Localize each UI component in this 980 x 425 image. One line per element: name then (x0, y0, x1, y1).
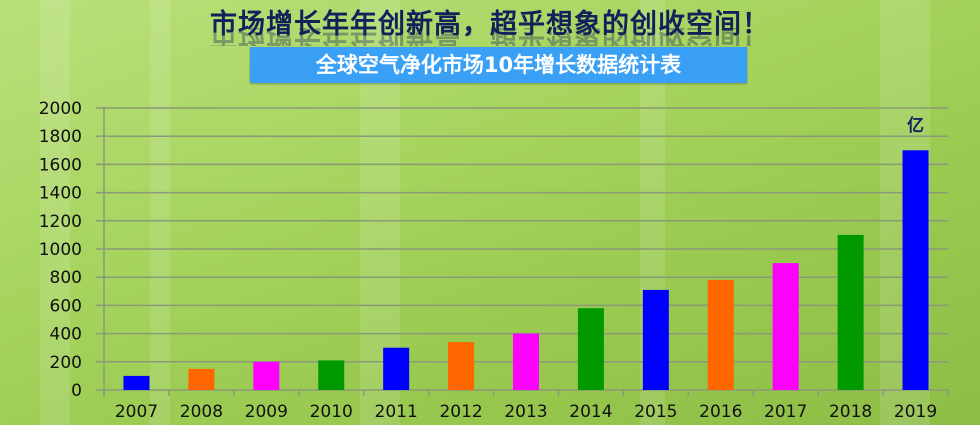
bar-2009 (253, 361, 280, 390)
y-tick-label: 1400 (39, 184, 82, 204)
x-tick-label: 2015 (634, 402, 677, 422)
bar-2019 (902, 150, 929, 390)
y-tick-label: 0 (71, 381, 82, 401)
x-tick-label: 2008 (180, 402, 223, 422)
x-tick-label: 2019 (894, 402, 937, 422)
x-tick-label: 2011 (375, 402, 418, 422)
y-tick-label: 1200 (39, 212, 82, 232)
bar-2013 (513, 333, 539, 390)
bar-2011 (383, 347, 410, 390)
y-tick-label: 1000 (39, 240, 82, 260)
chart-title-banner: 全球空气净化市场10年增长数据统计表 (250, 47, 747, 83)
x-tick-label: 2018 (829, 402, 872, 422)
bar-2012 (448, 342, 475, 390)
y-tick-label: 2000 (39, 99, 82, 119)
bar-2016 (707, 280, 734, 390)
x-tick-label: 2013 (504, 402, 547, 422)
bg-stripe (40, 0, 70, 425)
bar-2014 (577, 308, 604, 390)
bar-2007 (123, 375, 150, 390)
bar-2018 (837, 234, 864, 390)
x-tick-label: 2016 (699, 402, 742, 422)
bar-2015 (642, 289, 669, 390)
bar-2010 (318, 360, 345, 390)
y-tick-label: 1600 (39, 155, 82, 175)
x-tick-label: 2012 (439, 402, 482, 422)
bar-2008 (188, 368, 215, 390)
x-tick-label: 2014 (569, 402, 612, 422)
y-tick-label: 800 (50, 268, 82, 288)
headline: 市场增长年年创新高，超乎想象的创收空间！ (210, 9, 770, 40)
bg-stripe (150, 0, 170, 425)
x-tick-label: 2009 (245, 402, 288, 422)
bar-2017 (772, 263, 799, 390)
unit-label: 亿 (907, 115, 924, 136)
x-tick-label: 2007 (115, 402, 158, 422)
y-tick-label: 1800 (39, 127, 82, 147)
y-tick-label: 400 (50, 325, 82, 345)
y-tick-label: 200 (50, 353, 82, 373)
x-tick-label: 2017 (764, 402, 807, 422)
x-tick-label: 2010 (310, 402, 353, 422)
y-tick-label: 600 (50, 296, 82, 316)
